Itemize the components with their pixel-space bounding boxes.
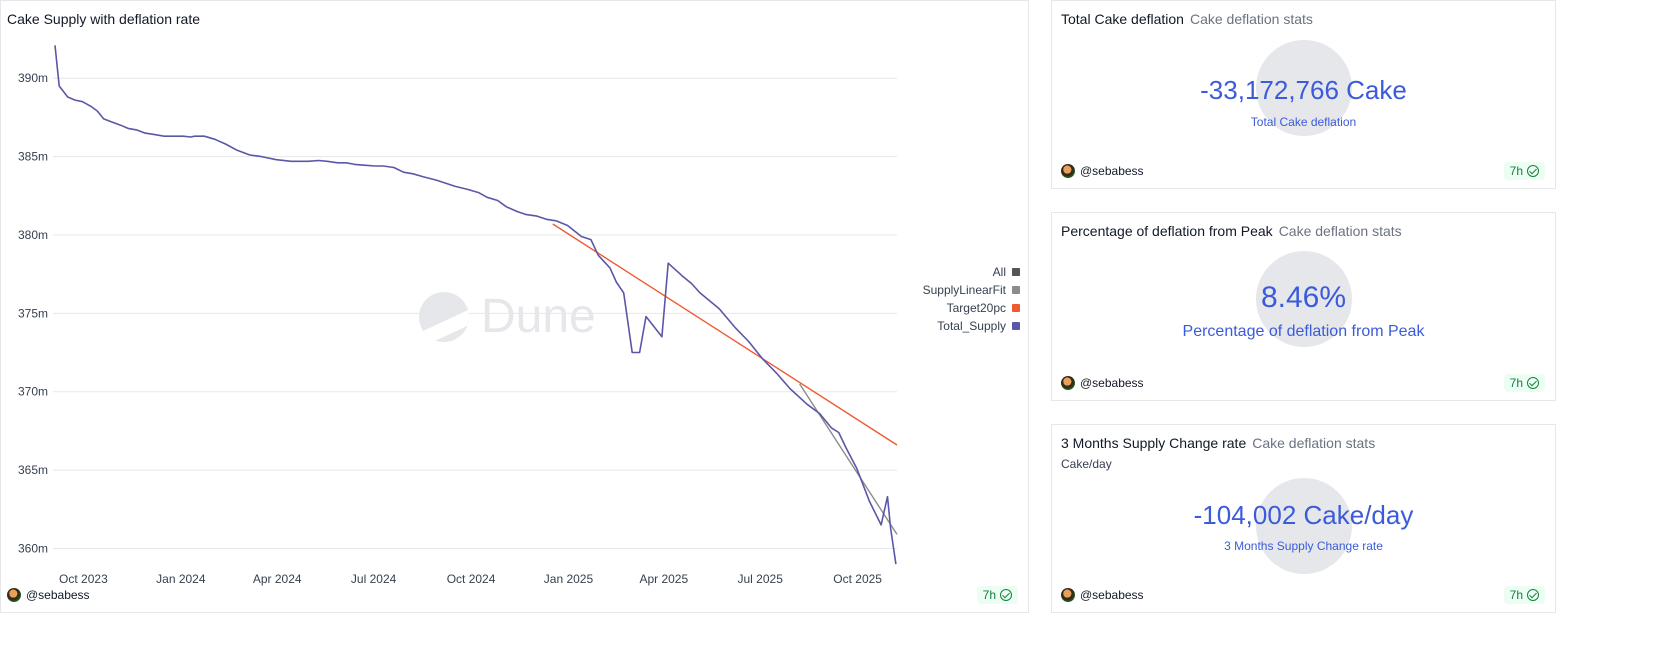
counter-panel-total-deflation: Total Cake deflation Cake deflation stats… <box>1051 0 1556 189</box>
legend-item-all[interactable]: All <box>923 263 1020 281</box>
legend-label: All <box>992 265 1006 279</box>
counter-author[interactable]: @sebabess <box>1061 588 1144 602</box>
counter-title-row: 3 Months Supply Change rate Cake deflatio… <box>1061 435 1375 451</box>
avatar <box>1061 588 1075 602</box>
check-circle-icon <box>1527 165 1539 177</box>
legend-label: Total_Supply <box>937 319 1006 333</box>
legend-swatch <box>1012 322 1020 330</box>
dune-watermark: Dune <box>419 289 596 344</box>
freshness-badge: 7h <box>976 586 1018 604</box>
chart-author[interactable]: @sebabess <box>7 588 90 602</box>
counter-subtitle: Cake deflation stats <box>1278 223 1402 239</box>
y-tick-label: 380m <box>18 228 48 242</box>
chart-panel: 390m 385m 380m 375m 370m 365m 360m Oct 2023 Jan … <box>0 0 1029 613</box>
counter-title-row: Total Cake deflation Cake deflation stats <box>1061 11 1313 27</box>
legend-swatch <box>1012 304 1020 312</box>
y-tick-label: 360m <box>18 541 48 555</box>
counter-author[interactable]: @sebabess <box>1061 164 1144 178</box>
counter-subtitle: Cake deflation stats <box>1252 435 1376 451</box>
legend-label: SupplyLinearFit <box>922 283 1006 297</box>
legend-label: Target20pc <box>946 301 1006 315</box>
avatar <box>1061 164 1075 178</box>
freshness-badge: 7h <box>1503 374 1545 392</box>
x-tick-label: Jan 2025 <box>544 572 594 586</box>
x-tick-label: Apr 2025 <box>639 572 688 586</box>
counter-bg-circle <box>1255 477 1352 574</box>
x-tick-label: Jul 2025 <box>738 572 784 586</box>
counter-caption: Percentage of deflation from Peak <box>1182 323 1425 340</box>
check-circle-icon <box>1527 589 1539 601</box>
counter-panel-deflation-from-peak: Percentage of deflation from Peak Cake de… <box>1051 212 1556 401</box>
y-tick-label: 375m <box>18 306 48 320</box>
y-tick-label: 365m <box>18 463 48 477</box>
counter-title: 3 Months Supply Change rate <box>1061 435 1247 451</box>
check-circle-icon <box>1000 589 1012 601</box>
author-name: @sebabess <box>1080 376 1144 390</box>
age-text: 7h <box>982 588 996 602</box>
counter-value: -33,172,766 Cake <box>1200 75 1407 105</box>
y-tick-label: 390m <box>18 71 48 85</box>
counter-value: -104,002 Cake/day <box>1193 500 1414 530</box>
author-name: @sebabess <box>26 588 90 602</box>
legend-item-supply-linear-fit[interactable]: SupplyLinearFit <box>923 281 1020 299</box>
author-name: @sebabess <box>1080 588 1144 602</box>
y-tick-label: 385m <box>18 150 48 164</box>
x-tick-label: Jul 2024 <box>351 572 397 586</box>
x-tick-label: Jan 2024 <box>156 572 206 586</box>
freshness-badge: 7h <box>1503 586 1545 604</box>
x-tick-label: Oct 2023 <box>59 572 108 586</box>
dune-logo-icon <box>419 291 469 342</box>
chart-title: Cake Supply with deflation rate <box>7 11 200 27</box>
counter-bg-circle <box>1255 250 1352 347</box>
counter-title: Percentage of deflation from Peak <box>1061 223 1273 239</box>
age-text: 7h <box>1509 164 1523 178</box>
counter-caption: Total Cake deflation <box>1250 115 1357 129</box>
legend-item-total-supply[interactable]: Total_Supply <box>923 317 1020 335</box>
counter-title-row: Percentage of deflation from Peak Cake de… <box>1061 223 1402 239</box>
series-line-total_supply <box>54 45 897 565</box>
counter-title: Total Cake deflation <box>1061 11 1184 27</box>
legend-item-target20pc[interactable]: Target20pc <box>923 299 1020 317</box>
series-line-target20pc <box>552 223 898 446</box>
age-text: 7h <box>1509 376 1523 390</box>
chart-legend: All SupplyLinearFit Target20pc Total_Sup… <box>923 263 1020 335</box>
avatar <box>7 588 21 602</box>
x-tick-label: Apr 2024 <box>253 572 302 586</box>
check-circle-icon <box>1527 377 1539 389</box>
counter-unit-label: Cake/day <box>1061 457 1112 471</box>
counter-bg-circle <box>1255 39 1352 136</box>
author-name: @sebabess <box>1080 164 1144 178</box>
x-tick-label: Oct 2024 <box>447 572 496 586</box>
y-tick-label: 370m <box>18 385 48 399</box>
x-tick-label: Oct 2025 <box>833 572 882 586</box>
freshness-badge: 7h <box>1503 162 1545 180</box>
watermark-text: Dune <box>481 290 596 343</box>
counter-author[interactable]: @sebabess <box>1061 376 1144 390</box>
age-text: 7h <box>1509 588 1523 602</box>
counter-panel-supply-change-rate: 3 Months Supply Change rate Cake deflatio… <box>1051 424 1556 613</box>
legend-swatch <box>1012 286 1020 294</box>
avatar <box>1061 376 1075 390</box>
legend-swatch <box>1012 268 1020 276</box>
series-line-supplylinearfit <box>799 383 898 535</box>
counter-subtitle: Cake deflation stats <box>1189 11 1313 27</box>
counter-value: 8.46% <box>1260 281 1347 314</box>
counter-caption: 3 Months Supply Change rate <box>1224 539 1383 553</box>
line-chart: 390m 385m 380m 375m 370m 365m 360m Oct 2023 Jan … <box>18 45 898 586</box>
